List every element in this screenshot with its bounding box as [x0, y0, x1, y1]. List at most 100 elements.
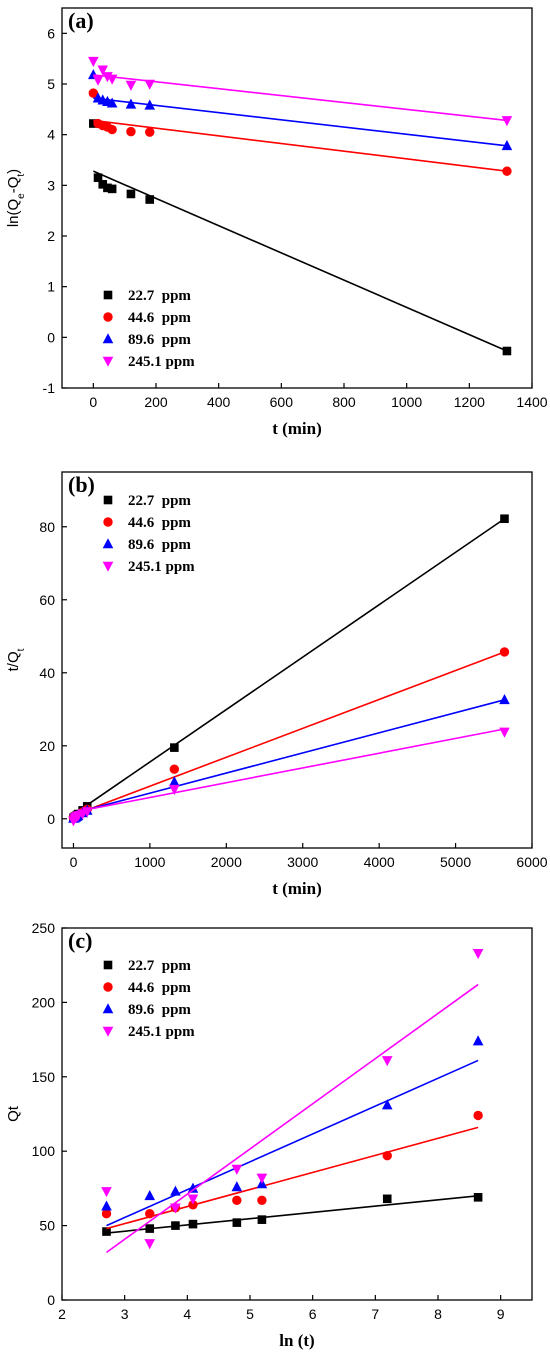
fit-line	[106, 1059, 479, 1227]
data-point	[126, 126, 136, 137]
series-3	[68, 693, 510, 823]
legend-marker	[103, 517, 113, 527]
legend-marker	[102, 1026, 114, 1037]
series-3	[101, 1035, 484, 1227]
data-point	[88, 88, 99, 98]
y-tick-label: 80	[39, 519, 55, 535]
data-point	[93, 173, 103, 183]
data-point	[501, 116, 513, 127]
data-point	[125, 80, 137, 91]
data-point	[473, 1110, 483, 1121]
data-point	[188, 1200, 198, 1210]
y-axis-label: Qt	[5, 1105, 22, 1122]
data-point	[231, 1181, 243, 1192]
data-point	[187, 1194, 199, 1205]
x-tick-label: 1000	[391, 394, 422, 410]
x-tick-label: 2000	[211, 854, 242, 870]
x-tick-label: 8	[434, 1306, 442, 1322]
legend-marker	[103, 960, 113, 970]
data-point	[102, 1227, 111, 1236]
x-tick-label: 5000	[440, 854, 471, 870]
x-tick-label: 7	[371, 1306, 379, 1322]
legend-marker	[102, 1003, 114, 1014]
data-point	[502, 346, 512, 356]
y-axis-label-mid: -Q	[5, 177, 22, 194]
legend-marker	[102, 333, 114, 344]
legend-label: 22.7 ppm	[128, 288, 191, 304]
data-point	[144, 79, 156, 90]
data-point	[145, 1224, 155, 1233]
legend-marker	[102, 356, 114, 367]
data-point	[472, 948, 484, 960]
y-tick-label: -1	[43, 380, 56, 396]
y-tick-label: 40	[39, 665, 55, 681]
data-point	[187, 1182, 199, 1193]
y-axis-label-sub: t	[16, 648, 27, 651]
data-point	[169, 784, 180, 796]
y-tick-label: 150	[32, 1069, 56, 1085]
data-point	[257, 1215, 267, 1224]
legend-label: 245.1 ppm	[128, 559, 195, 575]
x-axis-label: t (min)	[272, 879, 322, 898]
legend-label: 22.7 ppm	[128, 493, 191, 509]
series-4	[88, 56, 513, 127]
legend-label: 89.6 ppm	[128, 537, 191, 553]
data-point	[106, 97, 118, 108]
data-point	[106, 74, 118, 85]
legend-label: 245.1 ppm	[128, 354, 195, 370]
y-tick-label: 0	[47, 811, 55, 827]
y-tick-label: 0	[47, 329, 55, 345]
x-tick-label: 0	[89, 394, 97, 410]
panel-label: (c)	[68, 928, 92, 953]
data-point	[382, 1194, 392, 1204]
legend: 22.7 ppm 44.6 ppm 89.6 ppm 245.1 ppm	[102, 288, 195, 370]
fit-line	[73, 699, 505, 815]
data-point	[126, 189, 136, 199]
data-point	[107, 184, 117, 194]
chart-panel-3: 2 3 4 5 6 7 8 9 0 50 100 150 200 250 ln (t) Qt (c) 22.7 p…	[5, 920, 533, 1350]
data-point	[499, 727, 510, 738]
data-point	[145, 1208, 155, 1219]
legend-label: 44.6 ppm	[128, 980, 191, 996]
panel-label: (a)	[68, 8, 94, 33]
y-axis-label-sub: t	[16, 174, 27, 177]
data-point	[232, 1218, 242, 1227]
data-point	[170, 1185, 181, 1196]
data-point	[81, 807, 93, 818]
data-point	[101, 1200, 112, 1211]
x-tick-label: 1400	[516, 394, 547, 410]
data-point	[169, 764, 180, 774]
data-point	[500, 514, 509, 524]
series-1	[89, 119, 512, 356]
data-point	[499, 693, 510, 705]
data-point	[98, 180, 108, 189]
fit-line	[73, 728, 505, 814]
x-tick-label: 5	[246, 1306, 254, 1322]
data-point	[257, 1195, 267, 1206]
data-point	[88, 56, 99, 67]
data-point	[231, 1164, 243, 1175]
series-2	[88, 88, 512, 176]
legend-label: 44.6 ppm	[128, 310, 191, 326]
panel-label: (b)	[68, 472, 95, 497]
y-tick-label: 0	[47, 1292, 55, 1308]
data-point	[381, 1099, 393, 1110]
legend-label: 89.6 ppm	[128, 332, 191, 348]
y-axis-label-main: t/Q	[5, 651, 22, 671]
x-tick-label: 4	[183, 1306, 191, 1322]
data-point	[89, 119, 98, 128]
data-point	[382, 1150, 392, 1161]
plot-frame	[61, 471, 533, 849]
series-2	[101, 1110, 483, 1230]
y-axis-label-main: ln(Q	[5, 199, 22, 227]
legend-marker	[102, 561, 114, 572]
y-tick-label: 1	[47, 279, 55, 295]
legend-marker	[103, 495, 113, 505]
plot-frame	[61, 7, 533, 389]
fit-line	[93, 119, 508, 172]
y-tick-label: 50	[39, 1218, 55, 1234]
legend: 22.7 ppm 44.6 ppm 89.6 ppm 245.1 ppm	[102, 958, 195, 1040]
data-point	[107, 124, 117, 135]
x-tick-label: 4000	[364, 854, 395, 870]
data-point	[170, 1203, 181, 1214]
